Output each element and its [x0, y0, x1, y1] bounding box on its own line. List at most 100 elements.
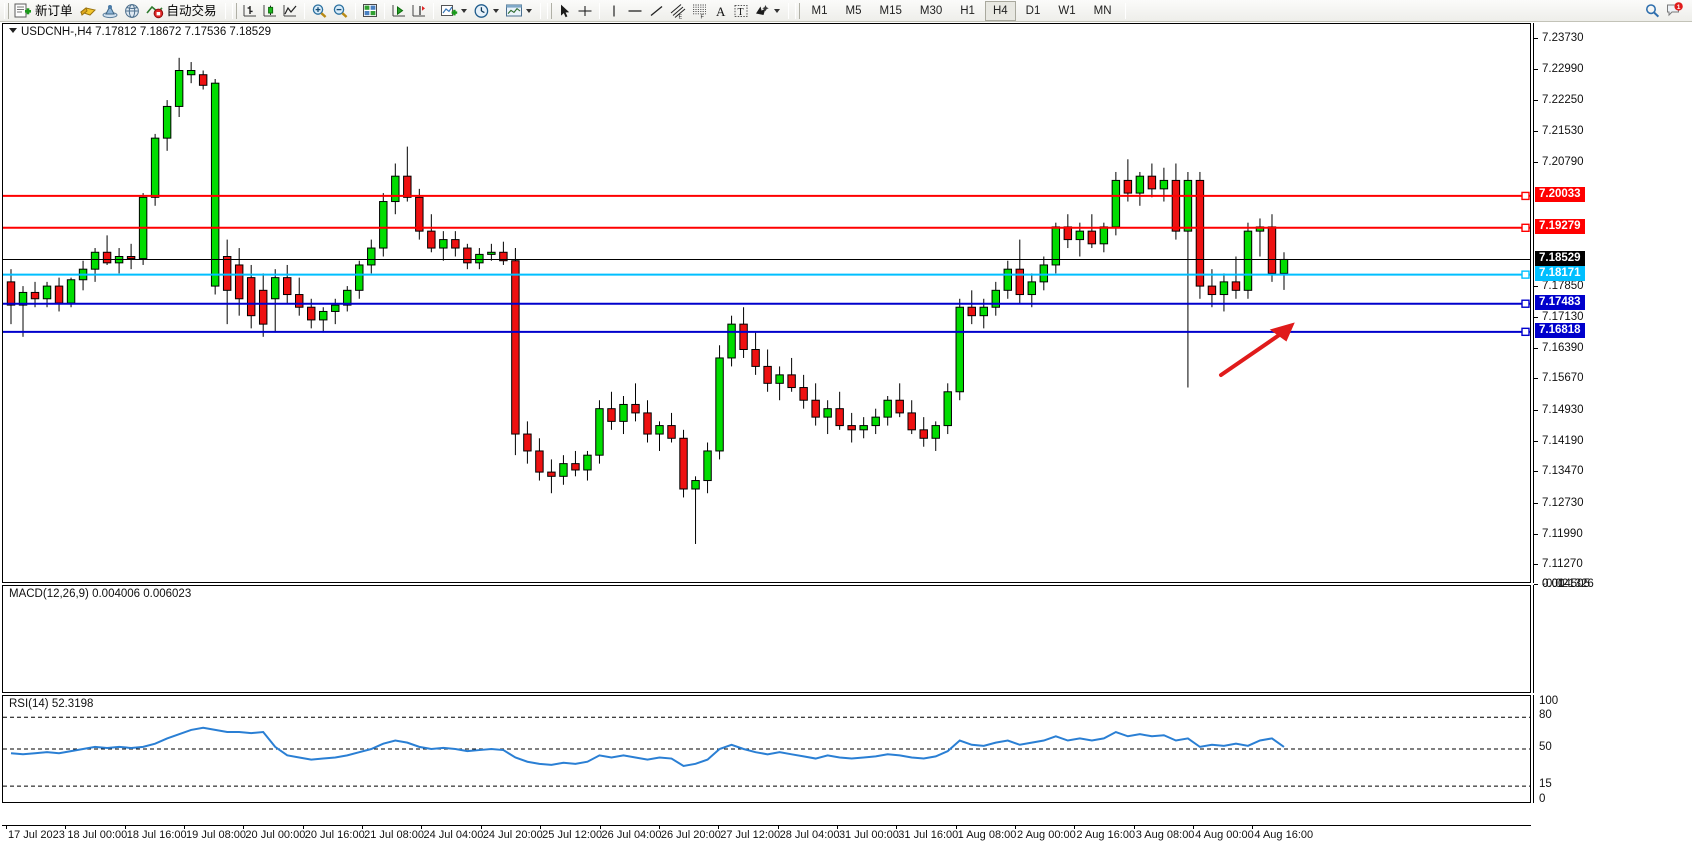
- toolbar-separator-4: [383, 2, 385, 19]
- timeframe-w1[interactable]: W1: [1058, 4, 1076, 17]
- price-pane[interactable]: USDCNH-,H4 7.17812 7.18672 7.17536 7.185…: [2, 23, 1531, 583]
- price-tag-resistance-2[interactable]: 7.19279: [1535, 219, 1585, 235]
- candle-body: [1075, 230, 1085, 241]
- price-tick-label: 7.17130: [1542, 310, 1584, 323]
- text-box-icon[interactable]: T: [731, 1, 751, 21]
- toolbar-grip-4[interactable]: [794, 2, 800, 19]
- globe-icon[interactable]: [121, 1, 143, 21]
- level-handle-support-2[interactable]: [1521, 327, 1530, 337]
- level-handle-bid-line[interactable]: [1521, 270, 1530, 279]
- time-tick-mark: [718, 826, 720, 829]
- zoom-out-icon[interactable]: [330, 1, 351, 21]
- time-tick-mark: [599, 826, 601, 829]
- new-order-icon[interactable]: [12, 1, 34, 21]
- tick-mark: [1534, 564, 1538, 566]
- period-dropdown-caret-icon[interactable]: [492, 8, 499, 13]
- crosshair-icon[interactable]: [575, 1, 595, 21]
- zoom-in-icon[interactable]: [309, 1, 330, 21]
- tick-mark: [1534, 68, 1538, 70]
- macd-tick-label: 0.00: [1542, 578, 1565, 590]
- rsi-scale[interactable]: 100 80 50 15 0: [1533, 695, 1691, 805]
- timeframe-mn[interactable]: MN: [1093, 4, 1112, 17]
- trend-line-icon[interactable]: [646, 1, 667, 21]
- timeframe-d1[interactable]: D1: [1025, 4, 1041, 17]
- candle-body: [895, 399, 904, 414]
- timeframe-h4[interactable]: H4: [984, 0, 1016, 21]
- bar-chart-icon[interactable]: [240, 1, 260, 21]
- timeframe-m15[interactable]: M15: [879, 4, 902, 17]
- price-tag-bid-line[interactable]: 7.18171: [1535, 266, 1585, 282]
- candlestick-chart-icon[interactable]: [260, 1, 280, 21]
- tick-mark: [1534, 409, 1538, 411]
- fibonacci-retracement-icon[interactable]: F: [689, 1, 711, 21]
- candle-body: [54, 285, 64, 304]
- templates-icon[interactable]: [503, 1, 525, 21]
- autotrading-label[interactable]: 自动交易: [166, 3, 217, 18]
- macd-pane[interactable]: MACD(12,26,9) 0.004006 0.006023: [2, 585, 1531, 693]
- arrows-dropdown-caret-icon[interactable]: [773, 8, 780, 13]
- red-arrow-pointing-up-right: [1219, 322, 1295, 377]
- level-handle-resistance-2[interactable]: [1521, 223, 1530, 232]
- auto-scroll-icon[interactable]: [409, 1, 429, 21]
- text-label-icon[interactable]: A: [711, 1, 731, 21]
- add-indicator-icon[interactable]: [438, 1, 460, 21]
- gold-bars-icon[interactable]: [77, 1, 99, 21]
- time-tick-mark: [1252, 826, 1254, 829]
- candle-body: [595, 408, 604, 456]
- timeframe-m5[interactable]: M5: [845, 4, 862, 17]
- arrows-shapes-icon[interactable]: [751, 1, 773, 21]
- equidistant-channel-icon[interactable]: E: [667, 1, 689, 21]
- timeframe-m30[interactable]: M30: [919, 4, 943, 17]
- candle-body: [739, 323, 748, 350]
- time-tick-mark: [184, 826, 186, 829]
- line-chart-icon[interactable]: [280, 1, 300, 21]
- toolbar-grip-2[interactable]: [231, 2, 237, 19]
- time-tick-mark: [955, 826, 957, 829]
- candle-body: [258, 289, 268, 325]
- price-scale[interactable]: 7.23730 7.22990 7.22250 7.21530 7.20790 7.178…: [1533, 23, 1691, 583]
- price-tag-support-1[interactable]: 7.17483: [1535, 295, 1585, 311]
- autotrading-icon[interactable]: [143, 1, 166, 21]
- macd-scale[interactable]: 0.014505 0.00 -0.021326: [1533, 578, 1691, 693]
- period-clock-icon[interactable]: [471, 1, 492, 21]
- candle-body: [451, 239, 460, 249]
- level-handle-support-1[interactable]: [1521, 299, 1530, 308]
- candle-body: [775, 374, 784, 384]
- candle-body: [126, 256, 136, 260]
- price-tick-label: 7.23730: [1542, 31, 1584, 44]
- candle-body: [186, 70, 196, 76]
- vertical-line-icon[interactable]: [604, 1, 624, 21]
- candle-body: [18, 291, 28, 306]
- candle-body: [295, 294, 304, 308]
- chart-menu-triangle-icon[interactable]: [9, 28, 17, 33]
- candle-body: [583, 454, 592, 471]
- timeframe-m1[interactable]: M1: [811, 4, 828, 17]
- templates-dropdown-caret-icon[interactable]: [525, 8, 532, 13]
- price-tag-last-price[interactable]: 7.18529: [1535, 251, 1585, 266]
- level-handle-resistance-1[interactable]: [1521, 191, 1530, 201]
- candle-body: [643, 412, 652, 435]
- chart-area[interactable]: USDCNH-,H4 7.17812 7.18672 7.17536 7.185…: [0, 22, 1692, 846]
- rsi-pane[interactable]: RSI(14) 52.3198: [2, 695, 1531, 803]
- timeframe-h1[interactable]: H1: [960, 4, 975, 17]
- price-tag-resistance-1[interactable]: 7.20033: [1535, 187, 1585, 203]
- horizontal-line-icon[interactable]: [624, 1, 646, 21]
- tile-windows-icon[interactable]: [360, 1, 380, 21]
- toolbar-right-group: 1: [1642, 1, 1690, 21]
- price-tag-support-2[interactable]: 7.16818: [1535, 323, 1585, 339]
- price-tick-label: 7.22990: [1542, 62, 1584, 75]
- time-axis[interactable]: 17 Jul 2023 18 Jul 00:00 18 Jul 16:00 19 Ju…: [2, 825, 1531, 845]
- toolbar-grip-3[interactable]: [546, 2, 552, 19]
- time-axis-label: 3 Aug 08:00: [1135, 829, 1195, 841]
- candle-body: [547, 471, 556, 477]
- time-tick-mark: [480, 826, 482, 829]
- toolbar-grip[interactable]: [4, 2, 9, 19]
- candle-body: [1195, 179, 1205, 287]
- indicator-dropdown-caret-icon[interactable]: [460, 8, 467, 13]
- cursor-icon[interactable]: [555, 1, 575, 21]
- notifications-icon[interactable]: 1: [1663, 1, 1686, 21]
- search-icon[interactable]: [1642, 1, 1663, 21]
- data-window-icon[interactable]: [99, 1, 121, 21]
- shift-chart-icon[interactable]: [389, 1, 409, 21]
- new-order-label[interactable]: 新订单: [35, 3, 73, 18]
